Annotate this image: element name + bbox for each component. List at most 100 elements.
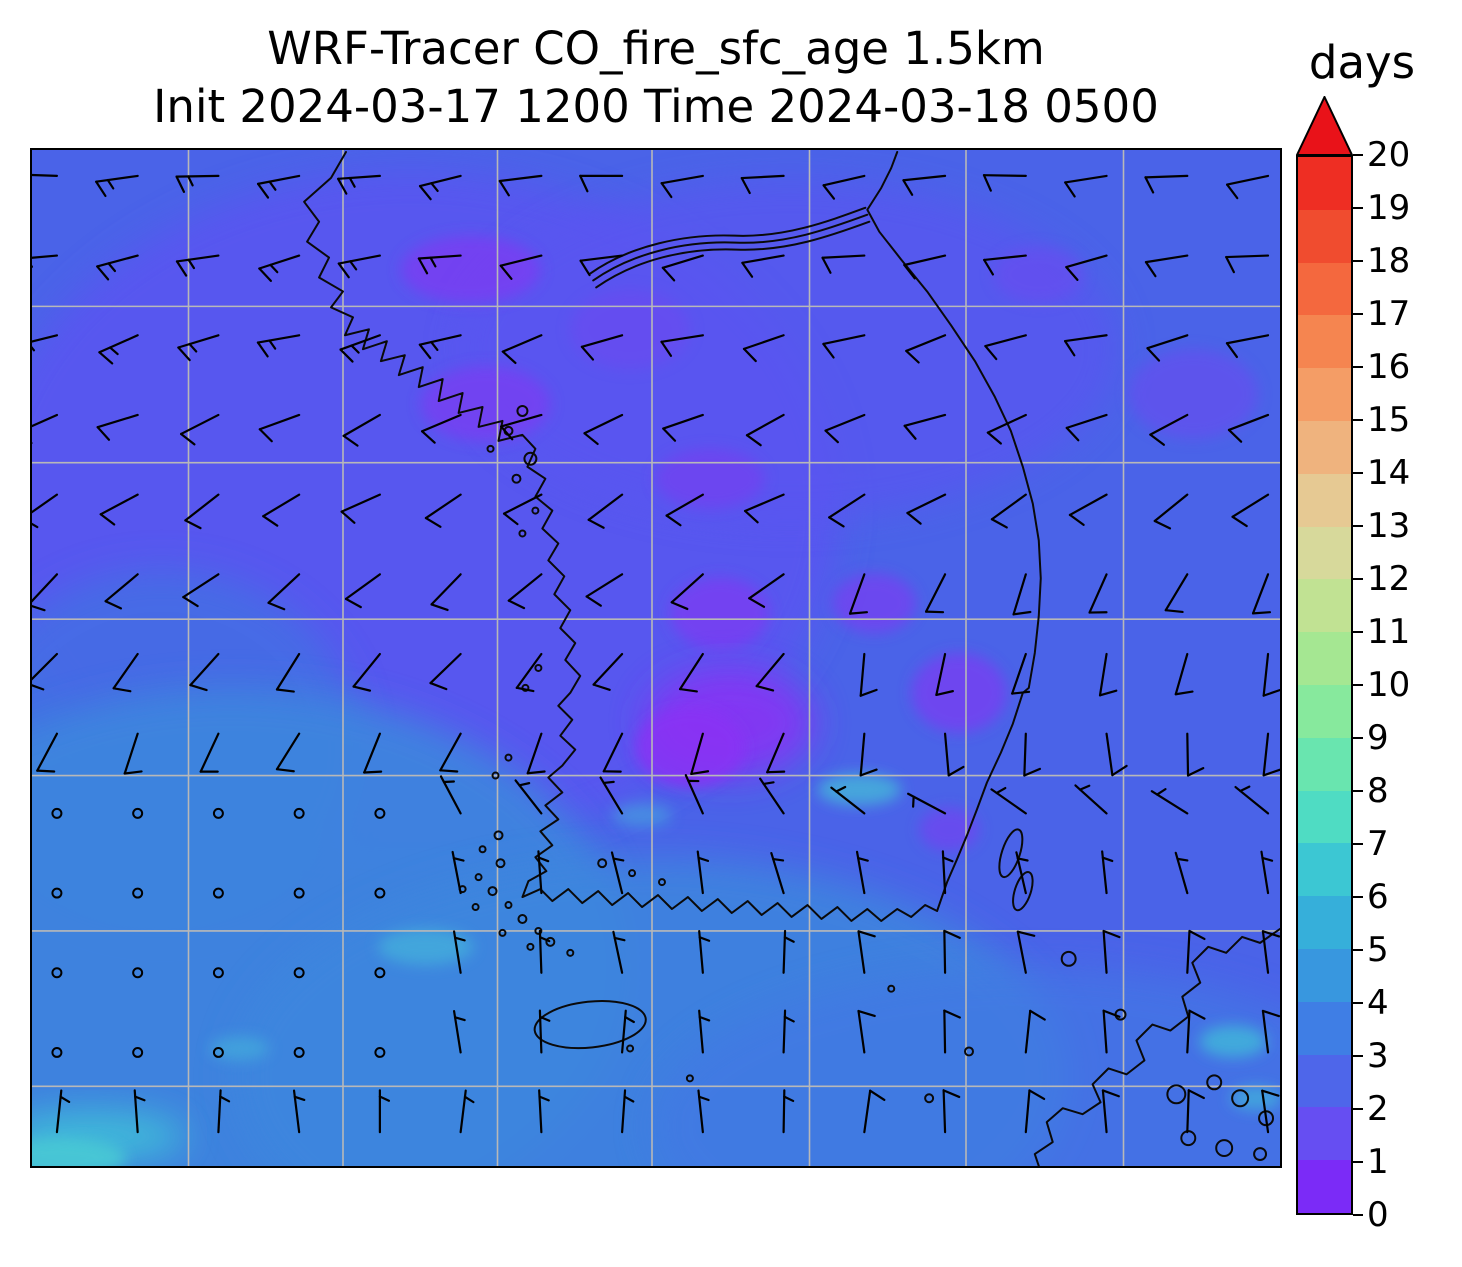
wind-barb-staff bbox=[337, 174, 381, 180]
field-region bbox=[650, 966, 1280, 1166]
wind-barb-flag bbox=[463, 1095, 475, 1104]
wind-barb-staff bbox=[1144, 174, 1189, 179]
wind-barb bbox=[1174, 652, 1194, 696]
wind-barb bbox=[424, 493, 462, 528]
wind-barb bbox=[903, 254, 947, 280]
wind-barb-flag bbox=[762, 781, 775, 786]
wind-barb-staff bbox=[267, 573, 301, 604]
wind-barb-flag bbox=[1146, 347, 1161, 362]
wind-barb-flag bbox=[660, 182, 673, 199]
wind-barb-staff bbox=[1011, 652, 1027, 695]
colorbar-tick-label: 5 bbox=[1367, 930, 1389, 970]
wind-barb bbox=[95, 174, 139, 198]
wind-barb-flag bbox=[526, 770, 546, 775]
wind-barb-flag bbox=[187, 175, 194, 187]
colorbar-tick-label: 8 bbox=[1367, 771, 1389, 811]
wind-barb-flag bbox=[1016, 930, 1036, 937]
wind-barb-flag bbox=[943, 1009, 961, 1019]
wind-barb-staff bbox=[32, 334, 59, 343]
field-region bbox=[1199, 1025, 1268, 1058]
wind-barb-staff bbox=[1144, 254, 1189, 264]
wind-barb-staff bbox=[583, 413, 624, 435]
wind-barb-flag bbox=[538, 1095, 550, 1102]
colorbar-tick-label: 12 bbox=[1367, 559, 1411, 599]
wind-barb-flag bbox=[1261, 1089, 1280, 1097]
wind-barb-staff bbox=[184, 493, 220, 522]
colorbar bbox=[1296, 155, 1353, 1215]
wind-barb-flag bbox=[453, 1016, 466, 1022]
colorbar-tick-mark bbox=[1353, 1213, 1363, 1217]
wind-barb bbox=[537, 850, 550, 895]
wind-barb bbox=[420, 413, 462, 444]
wind-barb bbox=[1225, 254, 1270, 274]
wind-barb-flag bbox=[772, 857, 785, 862]
wind-barb bbox=[96, 413, 139, 441]
colorbar-segment bbox=[1298, 526, 1351, 580]
wind-barb bbox=[1186, 1089, 1205, 1134]
wind-barb-staff bbox=[585, 573, 624, 598]
wind-barb bbox=[935, 652, 954, 697]
wind-barb-flag bbox=[537, 856, 550, 863]
wind-barb bbox=[782, 1009, 795, 1054]
wind-barb bbox=[1015, 851, 1029, 895]
wind-barb-flag bbox=[822, 184, 836, 200]
coastline-japan bbox=[1033, 927, 1280, 1166]
wind-barb-staff bbox=[189, 652, 220, 687]
wind-barb bbox=[112, 652, 139, 693]
wind-barb bbox=[378, 1089, 391, 1134]
wind-barb-staff bbox=[1146, 334, 1189, 350]
colorbar-tick-mark bbox=[1353, 259, 1363, 263]
wind-barb-staff bbox=[670, 573, 704, 604]
colorbar-tick-mark bbox=[1353, 1054, 1363, 1058]
colorbar-tick-label: 17 bbox=[1367, 294, 1411, 334]
colorbar-tick-label: 0 bbox=[1367, 1195, 1389, 1235]
wind-barb bbox=[430, 573, 462, 612]
wind-barb-flag bbox=[1231, 515, 1248, 528]
wind-barb-flag bbox=[175, 260, 188, 277]
wind-barb-flag bbox=[698, 1015, 711, 1022]
wind-barb bbox=[612, 930, 626, 974]
wind-barb-staff bbox=[859, 652, 866, 697]
wind-barb bbox=[759, 777, 785, 815]
wind-barb bbox=[1186, 929, 1206, 974]
colorbar-tick-mark bbox=[1353, 471, 1363, 475]
wind-barb bbox=[1186, 732, 1205, 777]
wind-barb-flag bbox=[579, 174, 589, 193]
wind-barb-staff bbox=[990, 493, 1027, 521]
border-river-line bbox=[589, 206, 867, 275]
wind-barb bbox=[337, 174, 381, 195]
wind-barb bbox=[1016, 930, 1036, 974]
wind-barb-flag bbox=[698, 1095, 710, 1102]
wind-barb-staff bbox=[935, 652, 947, 697]
wind-barb-staff bbox=[587, 493, 624, 521]
colorbar-tick-label: 3 bbox=[1367, 1036, 1389, 1076]
wind-barb bbox=[363, 732, 383, 774]
wind-barb bbox=[1227, 413, 1270, 443]
colorbar-tick-mark bbox=[1353, 153, 1363, 157]
wind-barb bbox=[1261, 1089, 1280, 1134]
wind-barb-flag bbox=[1225, 342, 1238, 359]
wind-barb bbox=[1149, 413, 1189, 446]
wind-barb bbox=[984, 334, 1027, 361]
wind-barb-staff bbox=[662, 413, 704, 430]
calm-wind-circle bbox=[293, 1046, 305, 1058]
wind-barb-flag bbox=[579, 259, 591, 277]
calm-wind-circle bbox=[374, 887, 386, 899]
wind-barb-flag bbox=[417, 257, 429, 275]
wind-barb bbox=[451, 850, 465, 895]
wind-barb bbox=[824, 413, 866, 444]
figure-title: WRF-Tracer CO_fire_sfc_age 1.5km bbox=[267, 22, 1045, 75]
wind-barb-staff bbox=[660, 334, 704, 343]
wind-barb-staff bbox=[859, 732, 866, 777]
field-region bbox=[420, 366, 551, 442]
wind-barb bbox=[863, 1089, 886, 1134]
wind-barb bbox=[1105, 732, 1128, 777]
wind-barb-flag bbox=[1261, 930, 1280, 938]
wind-barb-flag bbox=[96, 426, 111, 441]
wind-barb bbox=[857, 930, 876, 974]
wind-barb bbox=[782, 1089, 795, 1134]
wind-barb-flag bbox=[670, 601, 689, 611]
wind-barb-staff bbox=[424, 493, 462, 520]
wind-barb-staff bbox=[1024, 1009, 1032, 1054]
wind-barb-staff bbox=[983, 254, 1027, 262]
